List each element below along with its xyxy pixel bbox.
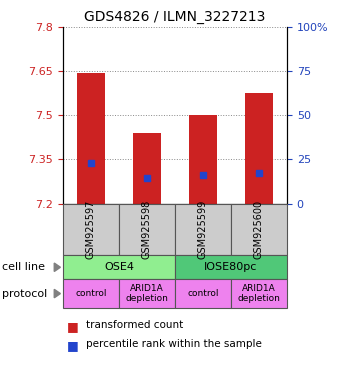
Text: control: control <box>187 289 219 298</box>
Text: IOSE80pc: IOSE80pc <box>204 262 258 272</box>
Text: GSM925597: GSM925597 <box>86 200 96 259</box>
Text: control: control <box>75 289 107 298</box>
Text: ARID1A
depletion: ARID1A depletion <box>126 284 168 303</box>
Text: GSM925599: GSM925599 <box>198 200 208 259</box>
Text: GSM925600: GSM925600 <box>254 200 264 259</box>
Bar <box>77 73 105 204</box>
Bar <box>189 114 217 204</box>
Bar <box>245 93 273 204</box>
Text: ■: ■ <box>66 320 78 333</box>
Bar <box>133 133 161 204</box>
Text: transformed count: transformed count <box>86 320 183 330</box>
Text: OSE4: OSE4 <box>104 262 134 272</box>
Text: percentile rank within the sample: percentile rank within the sample <box>86 339 262 349</box>
Text: cell line: cell line <box>2 262 45 272</box>
Text: ■: ■ <box>66 339 78 353</box>
Title: GDS4826 / ILMN_3227213: GDS4826 / ILMN_3227213 <box>84 10 266 25</box>
Text: GSM925598: GSM925598 <box>142 200 152 259</box>
Text: ARID1A
depletion: ARID1A depletion <box>238 284 280 303</box>
Text: protocol: protocol <box>2 288 47 299</box>
